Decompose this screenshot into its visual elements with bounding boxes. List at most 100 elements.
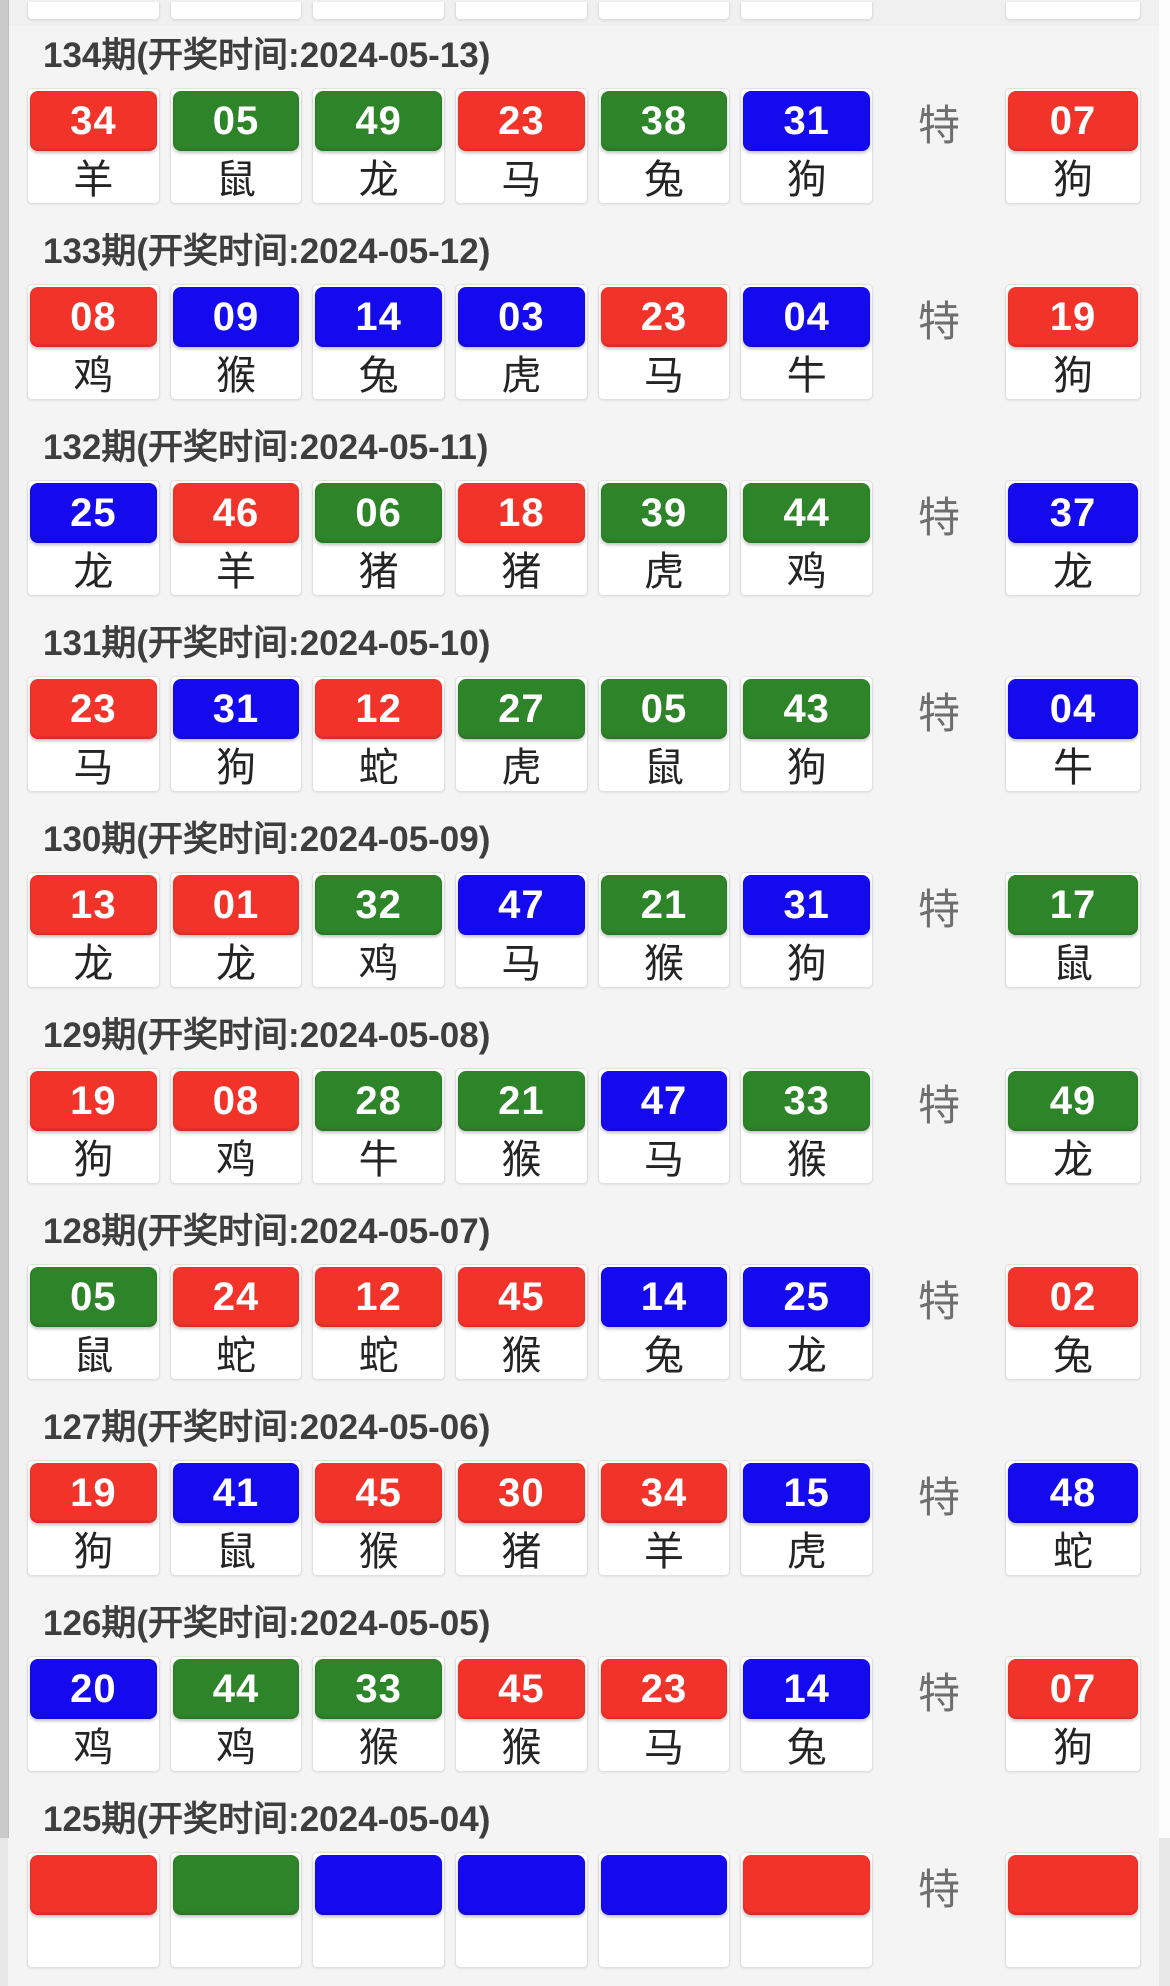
draw-section: 125期(开奖时间:2024-05-04) 特 [8,1790,1159,1986]
number-ball: 09 [172,287,300,347]
result-cell: 14 兔 [312,284,446,400]
zodiac-label: 蛇 [358,1334,399,1378]
clipped-special-gap [883,2,995,20]
result-row: 13 龙 01 龙 32 鸡 47 马 21 猴 31 狗 特 17 鼠 [8,872,1159,988]
number-ball: 30 [458,1463,585,1523]
zodiac-label: 龙 [73,550,114,594]
draw-section: 128期(开奖时间:2024-05-07) 05 鼠 24 蛇 12 蛇 45 猴 14 兔 25 龙… [8,1202,1159,1398]
result-cell: 38 兔 [597,88,731,204]
zodiac-label: 兔 [644,158,685,202]
zodiac-label: 龙 [358,158,399,202]
zodiac-label: 龙 [1053,1138,1094,1182]
zodiac-label: 虎 [501,746,542,790]
result-cell: 33 猴 [312,1656,446,1772]
draw-period-header: 129期(开奖时间:2024-05-08) [43,1016,491,1055]
zodiac-label: 羊 [73,158,114,202]
result-cell: 23 马 [455,88,588,204]
special-number-cell: 49 龙 [1005,1068,1142,1184]
clipped-card [740,2,874,20]
result-row: 19 狗 08 鸡 28 牛 21 猴 47 马 33 猴 特 49 龙 [8,1068,1159,1184]
zodiac-label [458,1915,585,1965]
number-ball: 19 [30,1463,157,1523]
result-cell: 05 鼠 [169,88,303,204]
number-ball: 48 [1008,1463,1139,1523]
zodiac-label: 兔 [644,1334,685,1378]
number-ball: 12 [315,1267,443,1327]
zodiac-label: 狗 [1053,1726,1094,1770]
number-ball [458,1855,585,1915]
zodiac-label: 鼠 [216,158,256,202]
draw-section: 129期(开奖时间:2024-05-08) 19 狗 08 鸡 28 牛 21 猴 47 马 33 猴… [8,1006,1159,1202]
result-cell: 09 猴 [169,284,303,400]
number-ball: 23 [600,1659,728,1719]
result-cell: 14 兔 [740,1656,874,1772]
number-ball: 18 [458,483,585,543]
result-row: 05 鼠 24 蛇 12 蛇 45 猴 14 兔 25 龙 特 02 兔 [8,1264,1159,1380]
special-number-cell: 37 龙 [1005,480,1142,596]
result-cell: 13 龙 [27,872,160,988]
special-number-cell: 48 蛇 [1005,1460,1142,1576]
zodiac-label [1008,1915,1138,1965]
zodiac-label: 狗 [216,746,256,790]
number-ball: 32 [315,875,443,935]
result-cell: 30 猪 [455,1460,588,1576]
zodiac-label: 狗 [1053,354,1094,398]
special-marker: 特 [918,493,961,541]
number-ball: 12 [315,679,443,739]
zodiac-label: 猪 [501,550,542,594]
zodiac-label: 猴 [358,1530,399,1574]
number-ball: 47 [458,875,585,935]
zodiac-label: 蛇 [1053,1530,1094,1574]
zodiac-label: 猴 [358,1726,399,1770]
number-ball [30,1855,157,1915]
zodiac-label: 蛇 [216,1334,256,1378]
draw-section: 131期(开奖时间:2024-05-10) 23 马 31 狗 12 蛇 27 虎 05 鼠 43 狗… [8,614,1159,810]
special-marker: 特 [918,1865,961,1913]
result-row: 23 马 31 狗 12 蛇 27 虎 05 鼠 43 狗 特 04 牛 [8,676,1159,792]
result-cell: 14 兔 [597,1264,731,1380]
special-marker: 特 [918,1473,961,1521]
number-ball: 46 [172,483,300,543]
result-cell: 47 马 [597,1068,731,1184]
result-cell: 20 鸡 [27,1656,160,1772]
number-ball: 23 [458,91,585,151]
result-cell: 12 蛇 [312,1264,446,1380]
result-cell [169,1852,303,1968]
result-row: 20 鸡 44 鸡 33 猴 45 猴 23 马 14 兔 特 07 狗 [8,1656,1159,1772]
number-ball: 20 [30,1659,157,1719]
result-cell [455,1852,588,1968]
number-ball: 15 [743,1463,871,1523]
number-ball: 37 [1008,483,1139,543]
result-cell: 39 虎 [597,480,731,596]
result-cell: 27 虎 [455,676,588,792]
result-cell: 47 马 [455,872,588,988]
number-ball: 08 [30,287,157,347]
zodiac-label: 猪 [501,1530,542,1574]
number-ball: 14 [315,287,443,347]
result-cell: 31 狗 [740,872,874,988]
result-row: 25 龙 46 羊 06 猪 18 猪 39 虎 44 鸡 特 37 龙 [8,480,1159,596]
zodiac-label: 虎 [501,354,542,398]
draw-section: 130期(开奖时间:2024-05-09) 13 龙 01 龙 32 鸡 47 马 21 猴 31 狗… [8,810,1159,1006]
number-ball [315,1855,443,1915]
result-cell: 32 鸡 [312,872,446,988]
special-marker: 特 [918,1081,961,1129]
result-cell: 08 鸡 [27,284,160,400]
number-ball: 45 [458,1267,585,1327]
zodiac-label: 马 [501,942,542,986]
draw-section: 126期(开奖时间:2024-05-05) 20 鸡 44 鸡 33 猴 45 猴 23 马 14 兔… [8,1594,1159,1790]
scrollbar-track[interactable] [1159,0,1170,1838]
draw-period-header: 131期(开奖时间:2024-05-10) [43,624,491,663]
draw-period-header: 132期(开奖时间:2024-05-11) [43,428,489,467]
result-cell: 05 鼠 [27,1264,160,1380]
number-ball: 44 [743,483,871,543]
zodiac-label [601,1915,728,1965]
result-cell: 31 狗 [740,88,874,204]
result-cell: 24 蛇 [169,1264,303,1380]
zodiac-label: 马 [644,354,685,398]
number-ball: 05 [600,679,728,739]
zodiac-label: 鸡 [73,1726,114,1770]
clipped-card-row [8,2,1159,20]
result-cell: 28 牛 [312,1068,446,1184]
clipped-card [597,2,731,20]
